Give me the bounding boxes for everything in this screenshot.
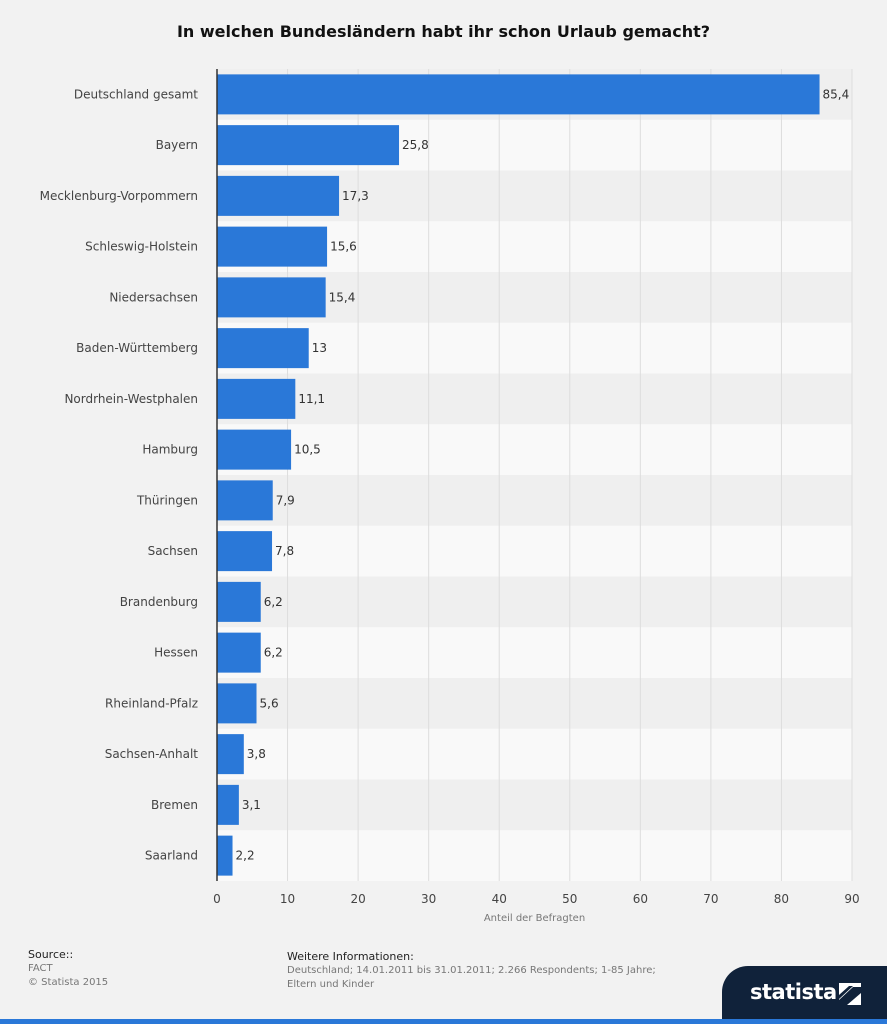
value-label: 25,8 — [402, 138, 429, 152]
category-label: Rheinland-Pfalz — [105, 696, 198, 710]
category-label: Bayern — [156, 138, 198, 152]
x-tick-label: 40 — [492, 892, 507, 906]
bar[interactable] — [217, 683, 257, 724]
category-label: Bremen — [151, 798, 198, 812]
value-label: 15,4 — [329, 290, 356, 304]
category-label: Thüringen — [136, 493, 198, 507]
x-tick-label: 10 — [280, 892, 295, 906]
value-label: 17,3 — [342, 189, 369, 203]
row-band — [217, 830, 852, 881]
category-label: Baden-Württemberg — [76, 341, 198, 355]
row-band — [217, 779, 852, 831]
value-label: 3,8 — [247, 747, 266, 761]
x-tick-label: 70 — [703, 892, 718, 906]
bar[interactable] — [217, 632, 261, 673]
value-label: 6,2 — [264, 646, 283, 660]
bar[interactable] — [217, 734, 244, 775]
statista-logo[interactable]: statista — [722, 966, 887, 1022]
value-label: 13 — [312, 341, 327, 355]
x-tick-label: 0 — [213, 892, 221, 906]
bar[interactable] — [217, 429, 292, 470]
statista-wordmark: statista — [750, 980, 837, 1004]
bar-chart: Deutschland gesamt Bayern Mecklenburg-Vorp… — [40, 69, 860, 924]
category-label: Brandenburg — [120, 595, 198, 609]
bottom-accent-line — [0, 1019, 887, 1024]
bar[interactable] — [217, 835, 233, 876]
bar[interactable] — [217, 175, 340, 216]
category-label: Niedersachsen — [109, 290, 198, 304]
statista-flag-icon — [839, 983, 861, 1005]
bar[interactable] — [217, 125, 400, 166]
category-label: Saarland — [145, 849, 198, 863]
source-block: Source:: FACT © Statista 2015 — [28, 948, 108, 990]
value-label: 10,5 — [294, 443, 321, 457]
x-tick-label: 90 — [844, 892, 859, 906]
row-band — [217, 475, 852, 526]
copyright-line: © Statista 2015 — [28, 977, 109, 988]
category-label: Mecklenburg-Vorpommern — [40, 189, 198, 203]
chart-title: In welchen Bundesländern habt ihr schon … — [176, 22, 711, 41]
bar[interactable] — [217, 581, 261, 622]
row-band — [217, 424, 852, 475]
row-band — [217, 678, 852, 729]
x-tick-label: 80 — [774, 892, 789, 906]
bar[interactable] — [217, 277, 326, 318]
value-label: 7,9 — [276, 493, 295, 507]
category-label: Deutschland gesamt — [74, 87, 198, 101]
row-band — [217, 322, 852, 374]
row-band — [217, 728, 852, 780]
category-label: Schleswig-Holstein — [85, 240, 198, 254]
x-tick-label: 50 — [562, 892, 577, 906]
value-label: 5,6 — [260, 696, 279, 710]
x-tick-label: 60 — [633, 892, 648, 906]
category-label: Hessen — [154, 646, 198, 660]
source-line: FACT — [28, 963, 53, 974]
bar[interactable] — [217, 480, 273, 521]
bar[interactable] — [217, 226, 328, 267]
value-label: 7,8 — [275, 544, 294, 558]
info-heading: Weitere Informationen: — [287, 950, 414, 963]
info-block: Weitere Informationen: Deutschland; 14.0… — [287, 950, 656, 992]
row-band — [217, 576, 852, 628]
category-label: Sachsen — [148, 544, 198, 558]
row-band — [217, 525, 852, 577]
info-line: Eltern und Kinder — [287, 979, 375, 990]
bar[interactable] — [217, 74, 820, 115]
x-tick-label: 20 — [350, 892, 365, 906]
value-label: 85,4 — [823, 87, 850, 101]
row-band — [217, 627, 852, 678]
info-line: Deutschland; 14.01.2011 bis 31.01.2011; … — [287, 965, 656, 976]
category-label: Sachsen-Anhalt — [105, 747, 199, 761]
value-label: 15,6 — [330, 240, 357, 254]
x-tick-label: 30 — [421, 892, 436, 906]
category-label: Nordrhein-Westphalen — [64, 392, 198, 406]
row-band — [217, 373, 852, 425]
bar[interactable] — [217, 784, 239, 825]
source-heading: Source:: — [28, 948, 74, 961]
bar[interactable] — [217, 531, 273, 572]
bar[interactable] — [217, 328, 309, 369]
value-label: 2,2 — [236, 849, 255, 863]
x-axis-label: Anteil der Befragten — [484, 913, 585, 924]
category-label: Hamburg — [142, 443, 198, 457]
value-label: 3,1 — [242, 798, 261, 812]
value-label: 6,2 — [264, 595, 283, 609]
bar[interactable] — [217, 378, 296, 419]
value-label: 11,1 — [298, 392, 325, 406]
